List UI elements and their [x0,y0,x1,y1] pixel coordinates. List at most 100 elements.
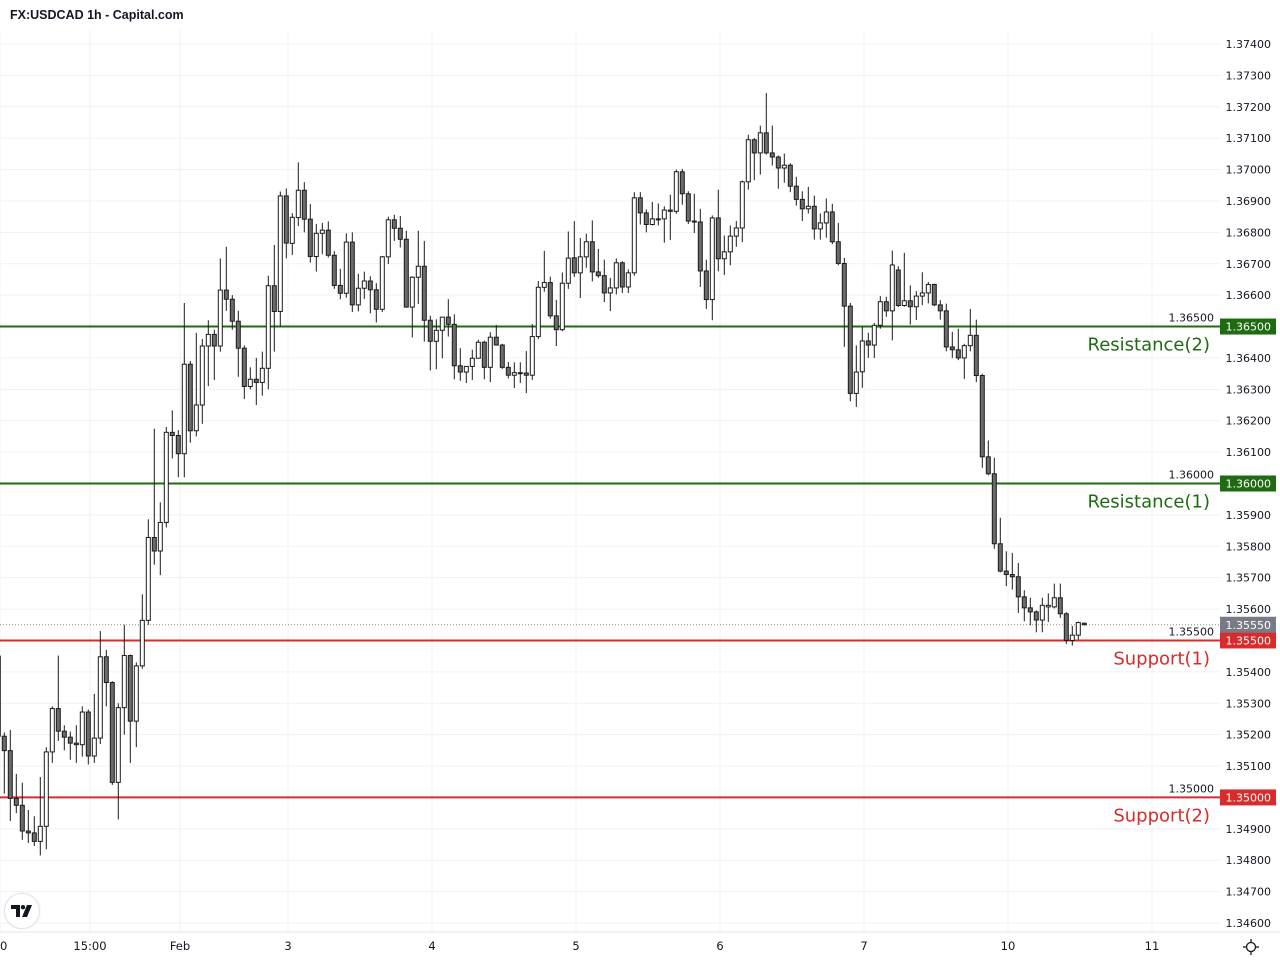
candle [631,192,637,276]
settings-gear-icon[interactable] [1242,938,1260,956]
candle-body [493,336,499,346]
candle-body [529,336,535,376]
candle [445,299,451,337]
candle-body [607,287,613,294]
candle [853,345,859,407]
candle-body [967,334,973,347]
price-tick-label: 1.34700 [1226,886,1272,899]
candle-body [391,219,397,229]
price-axis: 1.37400 1.37300 1.37200 1.37100 1.37000 1.369… [1169,38,1272,930]
candle-body [481,341,487,368]
candle-body [403,238,409,308]
candle-body [901,300,907,307]
candle-body [109,682,115,783]
price-tick-label: 1.37000 [1226,164,1272,177]
candle [877,296,883,329]
price-tick-label: 1.35600 [1226,603,1272,616]
candle [679,168,685,205]
candle [223,246,229,311]
candle [301,182,307,233]
candle-body [793,185,799,200]
candle [697,208,703,287]
candle-body [571,257,577,274]
candle [451,314,457,380]
candle-body [73,742,79,746]
last-price-badge [1220,616,1276,633]
candle [103,649,109,707]
candle [931,283,937,307]
candle [1081,622,1087,626]
candle-body [427,319,433,342]
candle [67,731,73,760]
candle-body [1051,597,1057,608]
candle-body [931,283,937,306]
candle [973,319,979,383]
candle-body [469,357,475,367]
price-tick-label: 1.37300 [1226,69,1272,82]
candle-body [457,365,463,373]
price-tick-label: 1.34800 [1226,854,1272,867]
time-tick-label: 3 [284,939,291,953]
candle [859,326,865,388]
candle [613,258,619,295]
candle-body [235,320,241,349]
price-tick-label: 1.36100 [1226,446,1272,459]
candle [79,706,85,757]
candle-body [433,329,439,342]
candle [457,348,463,381]
price-tick-label: 1.36600 [1226,289,1272,302]
candle-body [271,285,277,312]
candle [541,250,547,292]
time-axis: 0 15:00 Feb 3 4 5 6 7 10 11 [0,931,1280,953]
price-tick-label: 1.36800 [1226,226,1272,239]
candle [559,272,565,332]
candle-body [895,269,901,307]
candle [979,373,985,468]
candle-body [451,323,457,367]
tradingview-logo[interactable] [4,893,40,929]
candle-body [691,220,697,223]
candle [205,320,211,387]
candle [139,594,145,669]
time-tick-label: Feb [170,939,190,953]
candle [367,276,373,314]
candle [487,332,493,383]
candle-body [847,305,853,394]
candle-body [1069,634,1075,641]
candle [529,324,535,380]
candle [673,169,679,214]
level-price-badge [1220,632,1276,649]
candle-body [379,256,385,310]
candle-body [313,232,319,258]
last-price-badge-label: 1.35550 [1226,619,1272,632]
candle [937,300,943,320]
candle-body [97,656,103,739]
candle-body [259,367,265,383]
candle-body [1021,596,1027,609]
candle [211,329,217,380]
level-price-badge [1220,318,1276,335]
candle-body [193,404,199,432]
candle [481,340,487,380]
candle-body [121,655,127,709]
candles [0,92,1087,856]
candle-body [859,340,865,373]
candle [571,221,577,277]
candle [403,230,409,308]
candle [73,725,79,763]
candle-body [949,346,955,351]
candle [1,732,7,794]
candle [793,176,799,206]
candle-body [697,221,703,272]
time-tick-label: 11 [1145,939,1160,953]
candle-body [301,189,307,220]
candle-body [577,256,583,274]
candle [691,193,697,233]
candle-body [223,289,229,300]
candle-body [685,193,691,222]
candle-body [409,276,415,308]
candle [181,302,187,478]
time-tick-label: 6 [716,939,723,953]
candle-body [547,282,553,317]
